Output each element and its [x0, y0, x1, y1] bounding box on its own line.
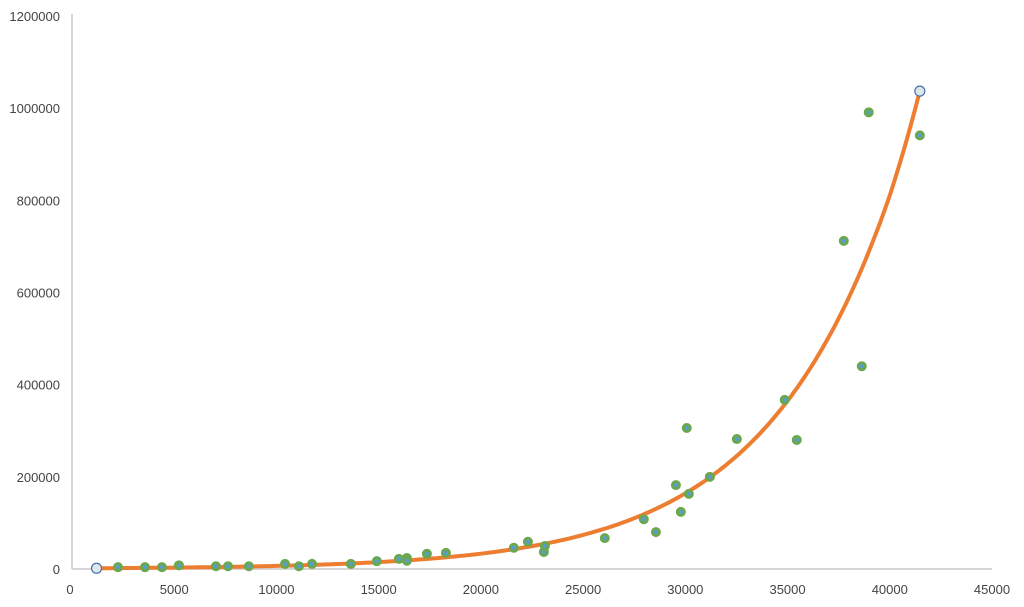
x-tick-label: 20000	[463, 582, 499, 597]
y-tick-label: 400000	[17, 378, 60, 393]
tick-labels: 0 5000 10000 15000 20000 25000 30000 35000 40000…	[9, 9, 1010, 597]
data-point-center	[348, 561, 353, 566]
data-point-center	[686, 491, 691, 496]
trendline-path	[94, 89, 922, 571]
x-tick-label: 15000	[361, 582, 397, 597]
data-point-center	[443, 550, 448, 555]
data-point-center	[116, 565, 120, 570]
data-point-center	[866, 110, 871, 115]
x-tick-label: 30000	[667, 582, 703, 597]
x-tick-label: 40000	[872, 582, 908, 597]
data-point-center	[653, 530, 658, 535]
data-point-center	[542, 543, 547, 548]
data-point-center	[225, 564, 230, 569]
data-point-center	[246, 564, 251, 569]
trendline	[94, 89, 922, 571]
y-tick-label: 600000	[17, 286, 60, 301]
y-tick-label: 800000	[17, 193, 60, 208]
data-point-center	[641, 517, 646, 522]
data-point-center	[794, 437, 799, 442]
data-point-center	[859, 364, 864, 369]
x-tick-label: 35000	[769, 582, 805, 597]
x-tick-label: 10000	[258, 582, 294, 597]
data-point-center	[396, 556, 401, 561]
data-point-center	[525, 539, 530, 544]
y-tick-label: 1200000	[9, 9, 60, 24]
y-tick-label: 0	[53, 562, 60, 577]
data-point-center	[673, 483, 678, 488]
x-tick-label: 0	[66, 582, 73, 597]
data-point-center	[213, 564, 218, 569]
data-point-center	[296, 564, 301, 569]
data-point-center	[283, 561, 288, 566]
data-point-center	[310, 561, 315, 566]
x-tick-label: 5000	[160, 582, 189, 597]
trendline-end-handle	[90, 562, 103, 574]
data-point-center	[734, 437, 739, 442]
data-point-center	[684, 425, 689, 430]
data-point-center	[511, 545, 516, 550]
data-point-center	[917, 133, 922, 138]
data-point-center	[841, 238, 846, 243]
axes	[71, 14, 992, 570]
data-point-center	[159, 565, 164, 570]
data-point-center	[678, 509, 683, 514]
data-point-center	[142, 565, 147, 570]
trendline-end-handle	[914, 85, 926, 97]
data-point-center	[424, 551, 429, 556]
data-point-center	[176, 563, 181, 568]
data-point-center	[602, 536, 607, 541]
data-point-center	[782, 397, 787, 402]
x-tick-label: 25000	[565, 582, 601, 597]
y-tick-label: 200000	[17, 470, 60, 485]
y-tick-label: 1000000	[9, 101, 60, 116]
data-point-center	[707, 474, 712, 479]
data-points	[90, 85, 926, 574]
data-point-center	[374, 559, 379, 564]
x-tick-label: 45000	[974, 582, 1010, 597]
data-point-center	[404, 558, 409, 563]
